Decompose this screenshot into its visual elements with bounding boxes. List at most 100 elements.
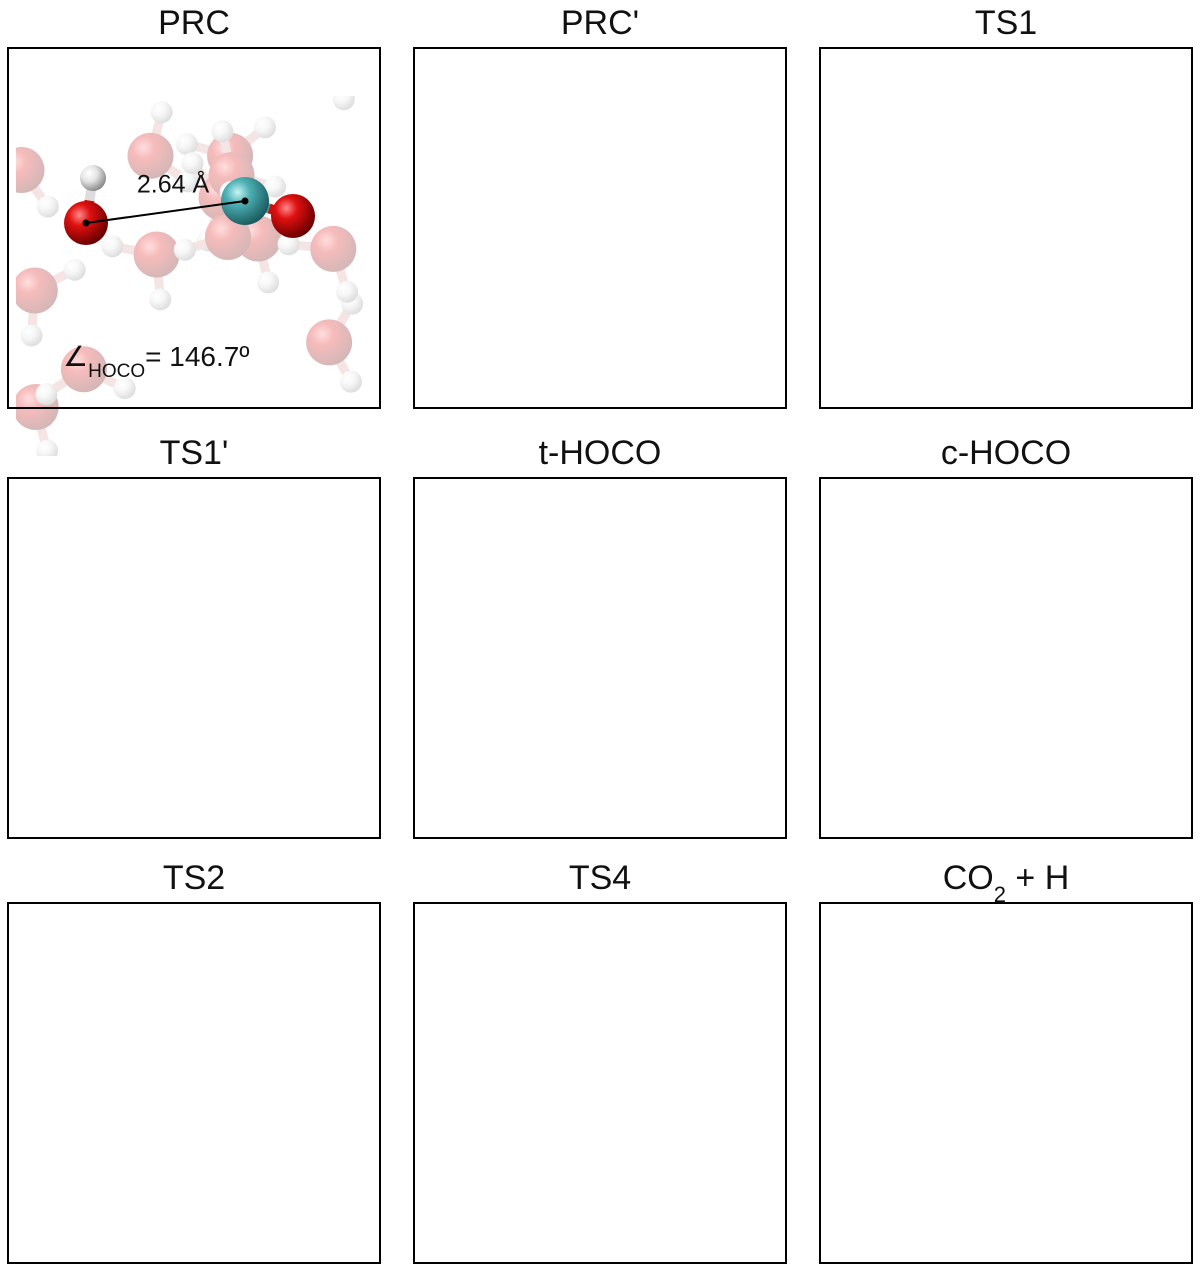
solvent-h <box>489 324 511 346</box>
solvent-bond <box>199 669 231 701</box>
bond <box>93 1053 113 1071</box>
solvent-bond <box>921 818 962 836</box>
solvent-bond <box>373 706 408 734</box>
solvent-o <box>401 898 447 944</box>
solvent-o <box>659 376 705 422</box>
solvent-h <box>260 684 282 706</box>
solvent-h <box>269 547 291 569</box>
angle-label: ∠HOCO= 13.6º <box>476 345 647 386</box>
bond <box>998 591 1034 609</box>
solvent-bond <box>524 949 533 993</box>
bond <box>208 1076 239 1089</box>
solvent-bond <box>614 1111 625 1155</box>
solvent-h <box>347 1204 369 1226</box>
solvent-o <box>176 646 222 692</box>
solvent-h <box>277 233 300 256</box>
angle-value: = 0.60º <box>571 1200 660 1231</box>
solvent-h <box>269 476 291 498</box>
solvent-bond <box>368 1031 370 1076</box>
distance-line <box>512 1068 534 1153</box>
distance-end <box>631 635 638 642</box>
solvent-o <box>724 1098 770 1144</box>
solvent-h <box>712 1070 734 1092</box>
solvent-o <box>653 485 699 531</box>
solvent-bond <box>674 670 719 673</box>
panel: 1.21 Å 1.36 Å ∠HOCO= 0.60º <box>358 874 805 1265</box>
solvent-bond <box>0 805 31 834</box>
solvent-o <box>8 810 54 856</box>
atom <box>506 565 532 591</box>
solvent-h <box>930 1112 952 1134</box>
solvent-h <box>1005 1173 1027 1195</box>
panel-title: CO2 + H <box>943 859 1070 907</box>
solvent-bond <box>686 716 693 760</box>
solvent-o <box>209 1045 255 1091</box>
angle-subscript: HOCO <box>507 793 564 814</box>
distance-label: 2.14 Å <box>954 231 1027 261</box>
solvent-bond <box>62 58 105 72</box>
bond <box>138 606 168 629</box>
solvent-bond <box>414 951 433 992</box>
solvent-bond <box>747 1089 779 1121</box>
solvent-bond <box>239 695 272 726</box>
distance-line <box>898 201 1057 223</box>
solvent-bond <box>835 580 857 619</box>
solvent-h <box>113 377 136 400</box>
solvent-h <box>278 901 300 923</box>
solvent-bond <box>1036 1048 1052 1090</box>
solvent-bond <box>187 1068 232 1072</box>
solvent-bond <box>364 1132 408 1140</box>
solvent-h <box>654 682 676 704</box>
solvent <box>809 40 1176 434</box>
solvent-o <box>326 635 372 681</box>
solvent-o <box>133 231 180 278</box>
solvent-h <box>264 947 286 969</box>
solvent-o <box>39 35 85 81</box>
distance-line <box>998 608 1005 693</box>
solvent-h <box>734 727 756 749</box>
solvent-bond <box>1123 208 1141 249</box>
solvent-h <box>600 133 622 155</box>
solvent-o <box>913 275 959 321</box>
solvent-h <box>931 942 953 964</box>
angle-value: = 157.0º <box>964 341 1068 372</box>
solvent-bond <box>637 609 670 639</box>
solvent-h <box>363 562 385 584</box>
angle-label: ∠HOCO= -1.51º <box>73 778 253 819</box>
solvent-bond <box>747 1121 760 1164</box>
atom <box>540 149 588 197</box>
solvent-bond <box>1051 1066 1068 1108</box>
solvent-o <box>510 926 556 972</box>
solvent-h <box>879 751 901 773</box>
solvent-h <box>749 1153 771 1175</box>
solvent-h <box>1025 1037 1047 1059</box>
solvent-h <box>31 878 53 900</box>
solvent-bond <box>322 958 345 997</box>
solvent-h <box>522 105 544 127</box>
solvent-o <box>410 578 456 624</box>
panel-frame <box>7 477 381 839</box>
solvent-bond <box>275 958 318 971</box>
solvent-bond <box>871 245 889 286</box>
solvent-o <box>295 947 341 993</box>
solvent-h <box>1003 1097 1025 1119</box>
solvent-bond <box>719 776 762 789</box>
solvent-bond <box>1153 175 1159 220</box>
solvent-bond <box>760 712 805 718</box>
solvent-h <box>982 117 1004 139</box>
solvent-o <box>27 570 73 616</box>
solvent-bond <box>328 661 359 694</box>
angle-subscript: HOCO <box>101 1210 158 1231</box>
angle-value: = 178.5º <box>564 773 668 804</box>
solvent-bond <box>385 508 417 539</box>
solvent-bond <box>936 298 971 327</box>
solvent-o <box>204 214 251 261</box>
solvent-h <box>1139 249 1161 271</box>
solvent-bond <box>581 111 611 144</box>
solvent-bond <box>918 118 952 147</box>
solvent-bond <box>581 71 602 111</box>
solvent-bond <box>693 761 735 778</box>
distance-end <box>531 1065 538 1072</box>
solvent-h <box>1059 621 1081 643</box>
solvent-h <box>540 939 562 961</box>
